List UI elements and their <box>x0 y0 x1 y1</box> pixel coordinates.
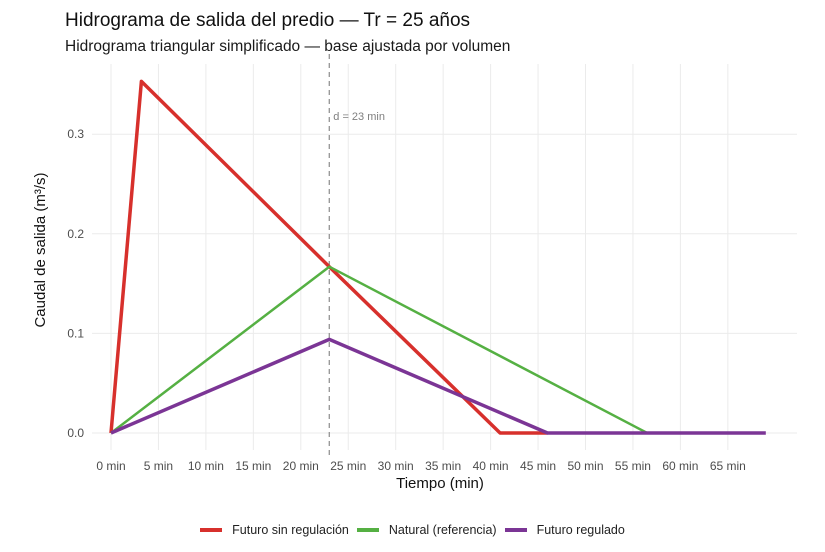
annotations: d = 23 min <box>328 54 385 455</box>
x-tick-label: 15 min <box>235 459 271 473</box>
legend-swatch-icon <box>504 528 527 532</box>
x-axis-ticks: 0 min 5 min 10 min 15 min 20 min 25 min 30 min… <box>96 459 746 473</box>
legend-swatch-icon <box>356 528 379 532</box>
series-line-1 <box>110 265 648 435</box>
legend-item: Natural (referencia) <box>356 523 497 537</box>
y-axis-ticks: 0.0 0.1 0.2 0.3 <box>67 127 84 440</box>
gridlines <box>92 64 797 450</box>
x-tick-label: 60 min <box>662 459 698 473</box>
legend-label: Futuro sin regulación <box>232 523 349 537</box>
series-line-2 <box>110 337 766 435</box>
y-tick-label: 0.1 <box>67 326 84 340</box>
legend-label: Natural (referencia) <box>388 523 497 537</box>
legend-label: Futuro regulado <box>536 523 625 537</box>
chart-subtitle: Hidrograma triangular simplificado — bas… <box>65 38 511 55</box>
x-tick-label: 20 min <box>283 459 319 473</box>
x-tick-label: 30 min <box>378 459 414 473</box>
x-tick-label: 50 min <box>567 459 603 473</box>
y-axis-title: Caudal de salida (m³/s) <box>32 172 49 327</box>
legend-swatch-icon <box>200 528 223 532</box>
x-tick-label: 65 min <box>710 459 746 473</box>
duration-marker-label: d = 23 min <box>333 111 385 123</box>
x-axis-title: Tiempo (min) <box>396 475 484 492</box>
legend: Futuro sin regulación Natural (referencia… <box>0 523 825 537</box>
x-tick-label: 0 min <box>96 459 125 473</box>
legend-item: Futuro regulado <box>504 523 625 537</box>
x-tick-label: 45 min <box>520 459 556 473</box>
legend-item: Futuro sin regulación <box>200 523 349 537</box>
x-tick-label: 25 min <box>330 459 366 473</box>
x-tick-label: 35 min <box>425 459 461 473</box>
y-tick-label: 0.0 <box>67 426 84 440</box>
y-tick-label: 0.2 <box>67 227 84 241</box>
y-tick-label: 0.3 <box>67 127 84 141</box>
x-tick-label: 55 min <box>615 459 651 473</box>
x-tick-label: 10 min <box>188 459 224 473</box>
data-series <box>109 79 766 435</box>
chart-title: Hidrograma de salida del predio — Tr = 2… <box>65 10 471 31</box>
x-tick-label: 40 min <box>473 459 509 473</box>
x-tick-label: 5 min <box>144 459 173 473</box>
